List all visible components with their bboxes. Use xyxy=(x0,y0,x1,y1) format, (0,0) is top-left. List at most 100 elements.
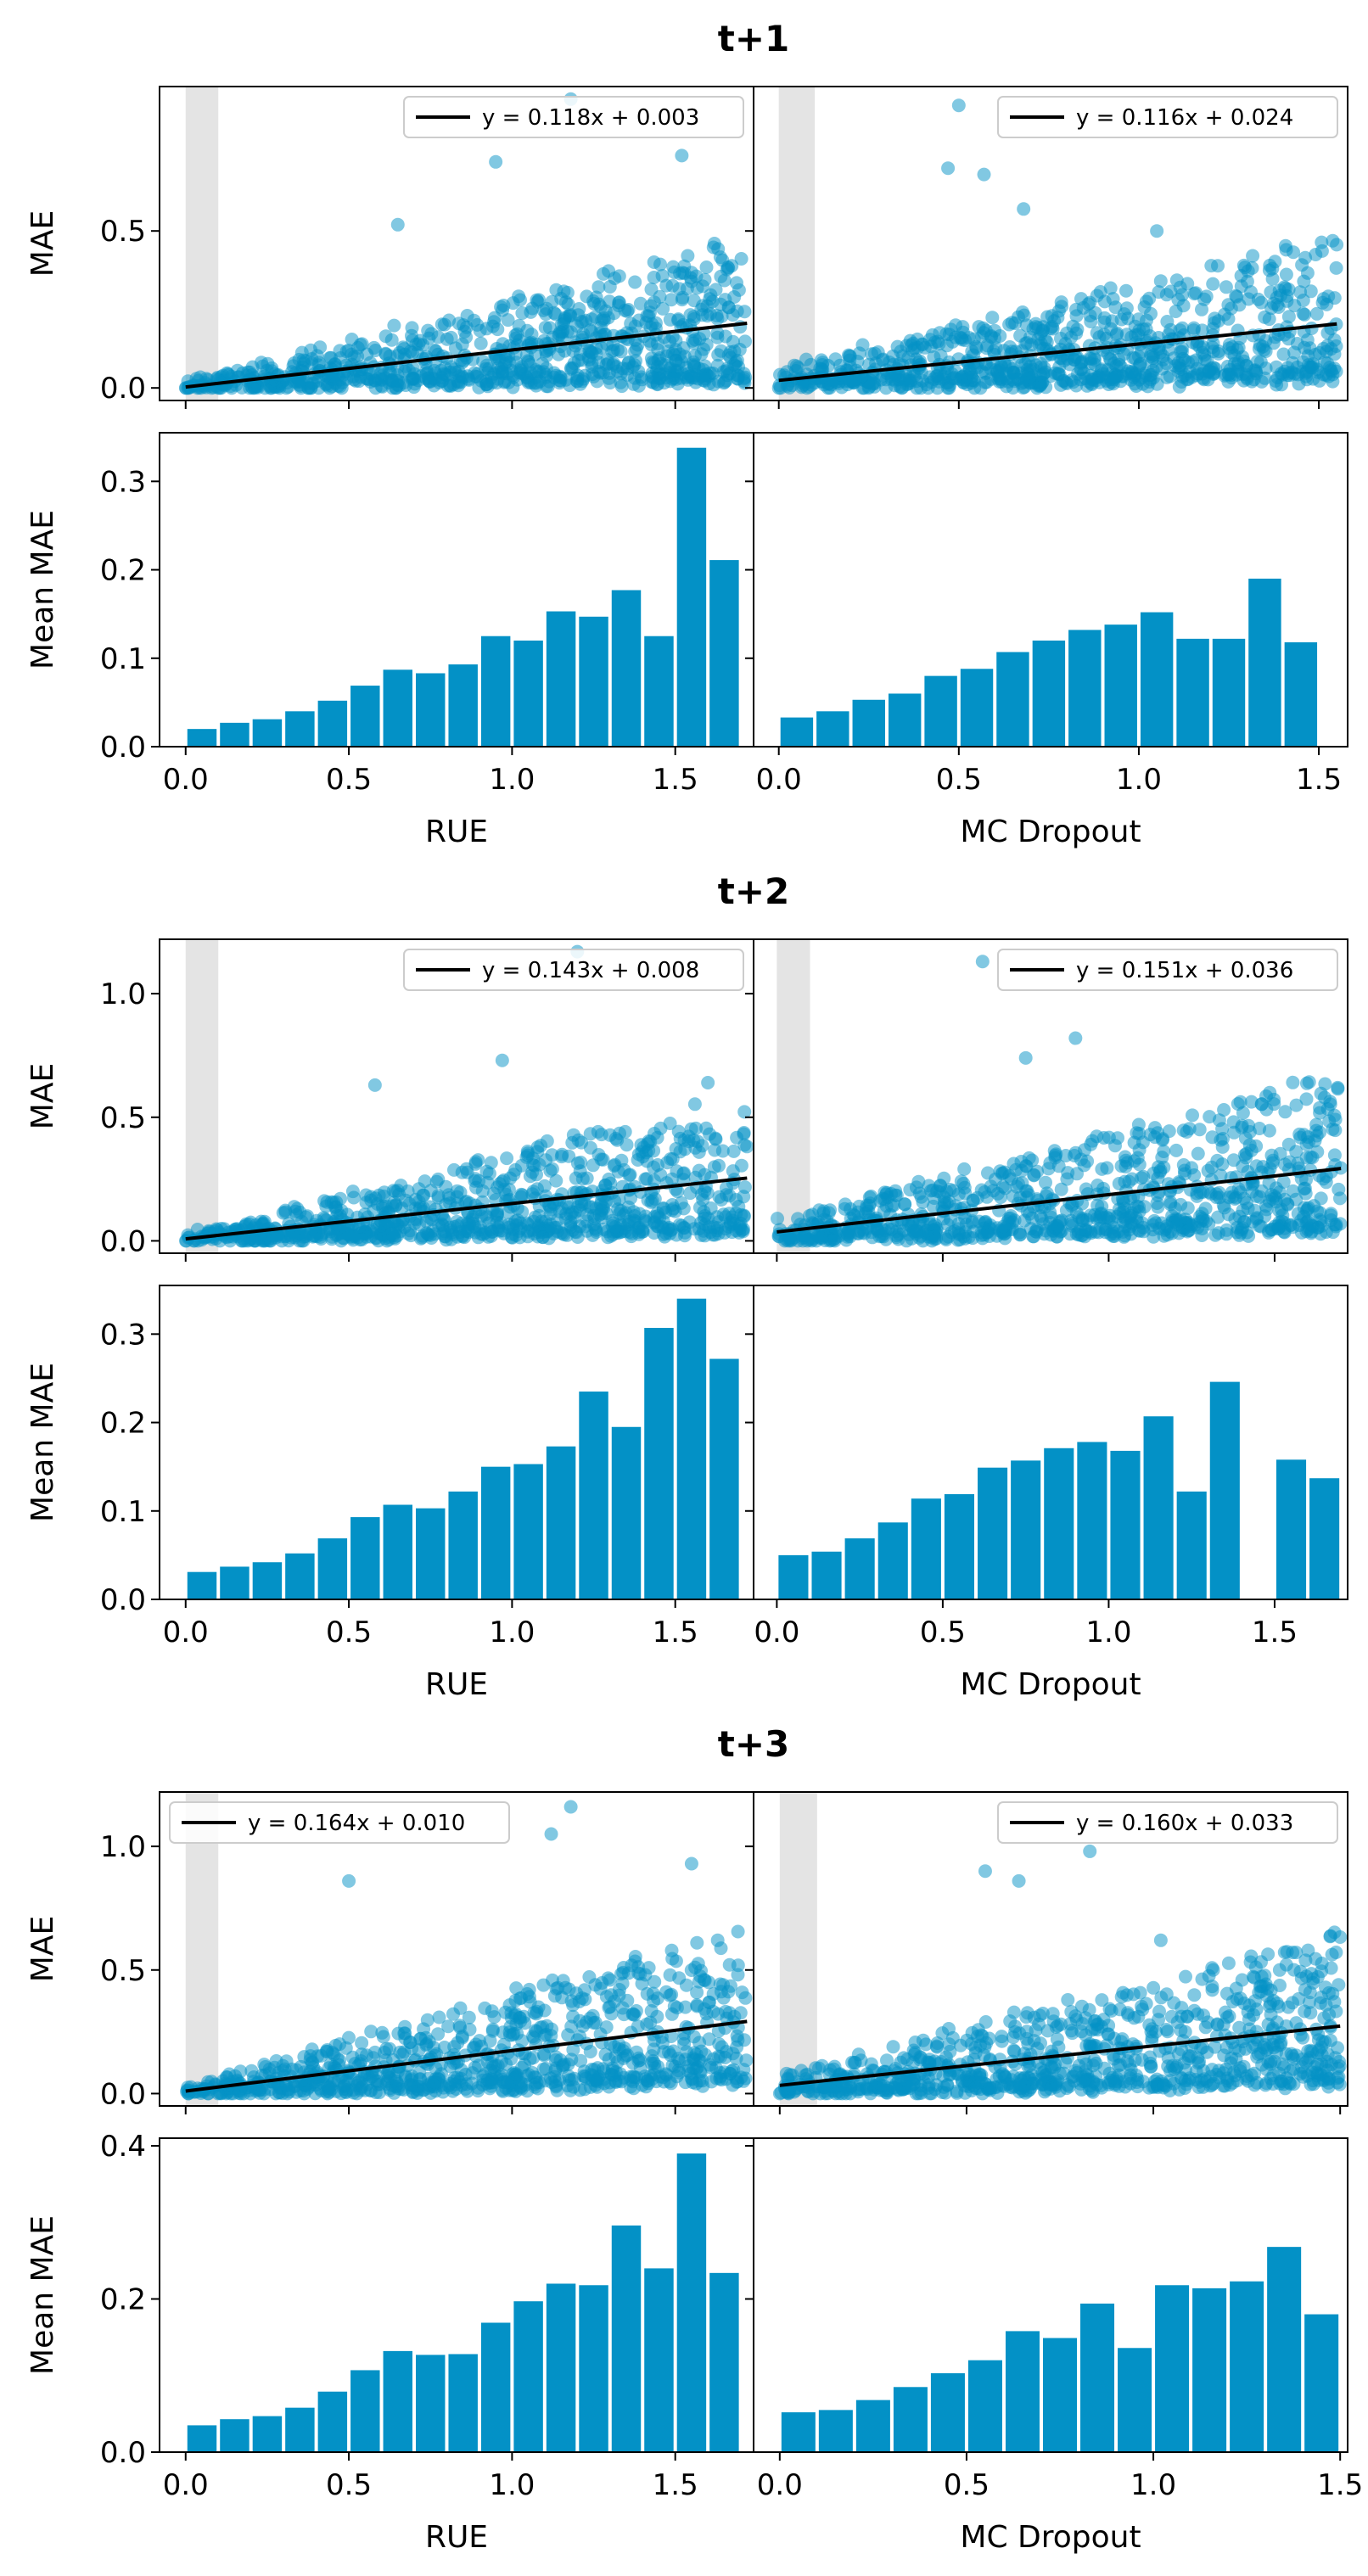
scatter-point xyxy=(1259,1102,1274,1117)
bar xyxy=(611,2225,642,2452)
scatter-point xyxy=(1254,374,1269,389)
scatter-point xyxy=(468,1172,483,1186)
x-tick-label: 1.5 xyxy=(1252,1616,1298,1649)
scatter-point xyxy=(292,373,306,388)
scatter-point xyxy=(739,2053,754,2068)
scatter-point xyxy=(1298,1186,1313,1201)
scatter-point xyxy=(1277,280,1292,294)
scatter-point xyxy=(1299,1092,1314,1106)
scatter-point xyxy=(1249,364,1264,378)
scatter-point xyxy=(820,1213,834,1228)
scatter-point xyxy=(451,316,466,331)
scatter-point xyxy=(965,1215,979,1229)
scatter-point xyxy=(1180,1201,1195,1215)
scatter-point xyxy=(536,2062,551,2076)
scatter-point xyxy=(1102,1130,1116,1145)
scatter-point xyxy=(255,356,268,370)
scatter-point xyxy=(650,336,664,350)
scatter-point xyxy=(552,347,566,361)
scatter-point xyxy=(1011,1177,1025,1190)
scatter-point xyxy=(570,1156,585,1170)
scatter-point xyxy=(1222,1190,1236,1205)
scatter-point xyxy=(532,1208,547,1223)
scatter-point xyxy=(568,1224,582,1239)
y-tick-label: 0.0 xyxy=(100,1583,146,1617)
bar xyxy=(1212,638,1246,747)
scatter-point xyxy=(924,375,939,389)
scatter-point xyxy=(1095,1993,1109,2008)
scatter-point xyxy=(1066,375,1080,389)
scatter-point xyxy=(998,1181,1012,1196)
scatter-point xyxy=(498,2005,513,2019)
scatter-points xyxy=(772,1844,1348,2101)
scatter-point xyxy=(1065,1197,1079,1212)
scatter-point xyxy=(698,359,712,373)
scatter-point xyxy=(995,374,1009,389)
scatter-point xyxy=(603,2075,617,2090)
scatter-point xyxy=(864,1190,878,1203)
scatter-point xyxy=(608,2040,622,2054)
scatter-point xyxy=(544,1827,558,1841)
fit-legend: y = 0.164x + 0.010 xyxy=(169,1801,510,1844)
bar xyxy=(383,669,412,747)
scatter-point xyxy=(383,2041,397,2056)
scatter-point xyxy=(715,2073,729,2087)
scatter-point xyxy=(279,381,294,395)
x-axis-label: RUE xyxy=(425,1667,488,1702)
shaded-band xyxy=(777,939,810,1253)
bar xyxy=(1176,1491,1207,1599)
scatter-point xyxy=(1017,202,1031,216)
bar xyxy=(513,1464,543,1599)
scatter-point xyxy=(624,316,638,331)
scatter-point xyxy=(1327,1148,1342,1162)
scatter-point xyxy=(721,1985,736,1999)
scatter-point xyxy=(1263,258,1277,272)
scatter-point xyxy=(1197,292,1212,306)
scatter-point xyxy=(1332,1182,1346,1196)
scatter-point xyxy=(210,2086,225,2101)
scatter-point xyxy=(561,2069,575,2083)
scatter-point xyxy=(1146,351,1160,365)
x-tick-label: 0.0 xyxy=(754,1616,799,1649)
scatter-point xyxy=(1186,355,1199,369)
scatter-point xyxy=(1171,1213,1186,1228)
legend-label: y = 0.116x + 0.024 xyxy=(1076,105,1293,131)
scatter-point xyxy=(1039,365,1053,379)
scatter-point xyxy=(455,337,469,351)
scatter-point xyxy=(631,378,646,393)
scatter-point xyxy=(628,275,642,289)
scatter-point xyxy=(347,350,362,364)
scatter-point xyxy=(664,1172,679,1186)
scatter-point xyxy=(577,2064,591,2079)
scatter-point xyxy=(974,1183,989,1197)
scatter-point xyxy=(645,317,659,331)
bar xyxy=(285,711,315,747)
scatter-point xyxy=(482,361,496,376)
scatter-point xyxy=(690,1935,704,1950)
scatter-point xyxy=(1250,355,1264,369)
scatter-point xyxy=(1070,350,1085,364)
scatter-point xyxy=(722,1957,737,1972)
y-tick-label: 0.1 xyxy=(100,642,146,676)
scatter-point xyxy=(957,1162,972,1176)
scatter-point xyxy=(688,1140,703,1155)
scatter-point xyxy=(1054,332,1068,345)
scatter-point xyxy=(608,1131,623,1145)
scatter-point xyxy=(634,1138,648,1152)
scatter-point xyxy=(1222,338,1236,352)
scatter-point xyxy=(645,355,659,369)
scatter-point xyxy=(586,1158,600,1173)
scatter-point xyxy=(612,295,626,310)
scatter-point xyxy=(621,356,636,370)
y-axis-label: Mean MAE xyxy=(25,1363,60,1522)
scatter-point xyxy=(499,2057,513,2071)
scatter-point xyxy=(670,2001,684,2015)
scatter-point xyxy=(666,2044,681,2058)
scatter-point xyxy=(1304,1150,1318,1164)
scatter-point xyxy=(1219,367,1233,382)
scatter-point xyxy=(327,2047,341,2062)
scatter-point xyxy=(727,344,742,359)
bar xyxy=(1104,624,1137,747)
scatter-point xyxy=(1144,367,1158,382)
scatter-point xyxy=(966,1231,980,1246)
